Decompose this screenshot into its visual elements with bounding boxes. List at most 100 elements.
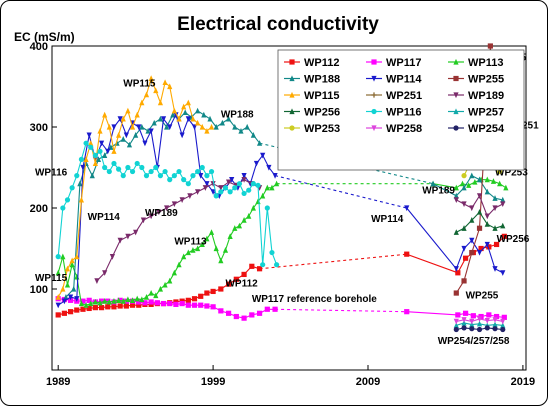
point-WP113-0-15 — [125, 296, 131, 303]
point-WP115-0-12 — [111, 148, 117, 154]
point-WP113-0-44 — [260, 192, 266, 199]
point-WP117-0-32 — [264, 306, 270, 312]
point-WP116-0-15 — [125, 164, 131, 171]
point-WP113-0-39 — [236, 222, 243, 229]
axis-ticks: 100 200 300 400 1989 1999 2009 2019 — [30, 41, 536, 388]
point-WP189-2-2 — [469, 205, 475, 212]
point-WP114-2-1 — [453, 266, 459, 272]
point-WP116-0-29 — [190, 173, 196, 179]
point-WP256-0-4 — [484, 221, 490, 227]
point-WP114-0-18 — [167, 124, 173, 131]
point-WP188-0-26 — [225, 115, 232, 122]
point-WP113-0-31 — [199, 241, 205, 248]
point-WP255-0-0 — [453, 290, 459, 296]
point-WP115-0-8 — [92, 160, 98, 167]
point-WP114-0-23 — [198, 173, 204, 179]
legend-label-WP254: WP254 — [468, 123, 505, 135]
point-WP114-0-19 — [173, 112, 179, 118]
point-WP114-0-25 — [210, 189, 216, 195]
legend-label-WP117: WP117 — [386, 57, 421, 69]
point-WP113-0-13 — [116, 297, 122, 303]
point-WP115-0-26 — [176, 115, 182, 122]
point-WP113-0-16 — [129, 297, 136, 303]
point-WP112-0-12 — [129, 302, 136, 308]
point-WP116-0-20 — [148, 168, 154, 175]
point-WP188-2-2 — [461, 184, 467, 191]
point-WP188-0-15 — [157, 115, 164, 122]
point-WP114-0-7 — [98, 140, 105, 147]
point-WP115-0-5 — [78, 196, 85, 203]
point-WP189-0-10 — [171, 201, 177, 208]
point-WP115-0-1 — [60, 285, 66, 292]
point-WP117-2-3 — [470, 313, 476, 319]
point-WP113-0-36 — [222, 247, 229, 253]
point-WP115-0-9 — [97, 127, 103, 134]
point-WP112-0-21 — [185, 297, 191, 303]
point-WP112-0-13 — [136, 302, 142, 308]
annotation-16: WP254/257/258 — [438, 336, 510, 347]
point-WP189-0-8 — [156, 209, 162, 216]
point-WP116-0-32 — [204, 173, 210, 179]
point-WP254-0-6 — [500, 326, 506, 333]
point-WP257-0-0 — [453, 322, 459, 329]
point-WP116-0-14 — [120, 173, 126, 179]
point-WP189-2-0 — [453, 197, 459, 203]
legend-label-WP114: WP114 — [386, 74, 422, 86]
point-WP115-0-29 — [190, 115, 196, 122]
x-tick-label-1: 1999 — [201, 376, 225, 388]
legend-entry-WP189: WP189 — [448, 90, 504, 102]
point-WP189-0-17 — [225, 179, 232, 186]
point-WP113-2-7 — [490, 178, 497, 184]
point-WP115-0-2 — [64, 265, 71, 272]
point-WP117-0-25 — [210, 304, 216, 310]
point-WP115-0-0 — [55, 294, 61, 300]
point-WP112-2-7 — [501, 233, 507, 239]
point-WP114-2-0 — [404, 205, 410, 212]
point-WP114-0-17 — [160, 116, 167, 122]
point-WP112-2-6 — [493, 241, 500, 248]
point-WP113-0-20 — [148, 289, 154, 296]
point-WP113-2-2 — [459, 180, 466, 187]
point-WP113-0-32 — [204, 235, 210, 242]
point-WP258-0-6 — [500, 318, 506, 325]
annotation-7: WP115 — [35, 273, 68, 284]
point-WP188-0-21 — [195, 107, 201, 114]
legend-label-WP188: WP188 — [304, 74, 340, 86]
point-WP112-0-27 — [225, 281, 232, 287]
point-WP116-0-30 — [195, 168, 201, 175]
point-WP114-0-10 — [117, 116, 123, 122]
point-WP189-0-1 — [102, 270, 108, 276]
point-WP116-0-12 — [111, 160, 117, 167]
annotation-6: WP112 — [225, 279, 258, 290]
point-WP116-0-26 — [176, 168, 182, 175]
legend-label-WP258: WP258 — [386, 123, 422, 135]
point-WP114-0-4 — [80, 164, 86, 171]
series-WP254 — [453, 325, 506, 333]
point-WP188-0-22 — [201, 111, 207, 118]
point-WP112-0-23 — [198, 293, 204, 299]
point-WP116-0-7 — [88, 144, 94, 150]
point-WP112-0-30 — [249, 263, 255, 269]
point-WP188-0-11 — [133, 132, 139, 138]
point-WP117-0-33 — [272, 306, 278, 312]
legend-entry-WP117: WP117 — [366, 57, 421, 69]
legend-label-WP253: WP253 — [304, 123, 340, 135]
series-layer — [55, 43, 509, 333]
legend-entry-WP253: WP253 — [284, 123, 340, 135]
legend-entry-WP188: WP188 — [284, 74, 340, 86]
point-WP112-0-29 — [241, 271, 247, 278]
point-WP115-0-30 — [195, 119, 201, 126]
point-WP113-0-6 — [83, 302, 89, 308]
point-WP116-0-11 — [106, 168, 112, 175]
point-WP114-0-24 — [204, 181, 210, 187]
legend-label-WP116: WP116 — [386, 107, 421, 119]
legend-entry-WP251: WP251 — [366, 90, 422, 102]
point-WP189-0-6 — [140, 217, 146, 224]
legend-label-WP112: WP112 — [304, 57, 339, 69]
legend-label-WP257: WP257 — [468, 107, 504, 119]
annotation-11: WP255 — [466, 291, 499, 302]
point-WP117-0-28 — [233, 313, 239, 320]
point-WP116-0-19 — [143, 173, 150, 179]
legend-marker-WP114 — [371, 75, 377, 82]
